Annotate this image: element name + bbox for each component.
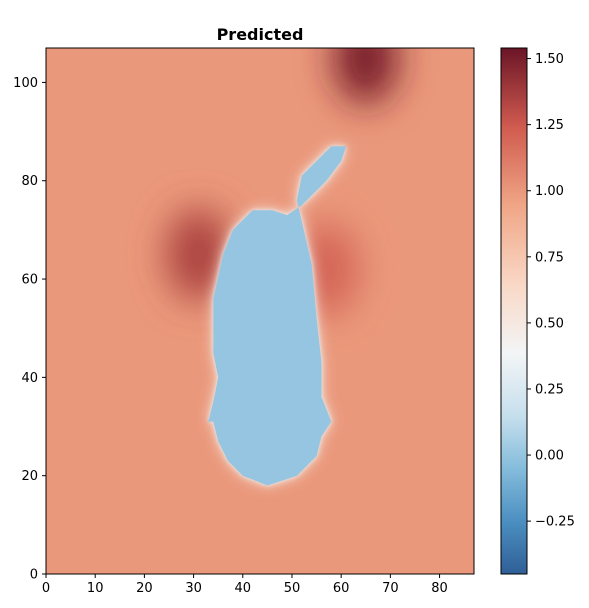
colorbar-tick-label: 1.25 xyxy=(535,118,564,133)
y-tick-label: 20 xyxy=(21,469,38,484)
high-value-regions xyxy=(166,48,398,316)
x-tick-label: 60 xyxy=(333,581,350,596)
colorbar-axis: −0.25 0.00 0.25 0.50 0.75 1.00 1.25 1.50 xyxy=(527,52,575,530)
x-tick-label: 50 xyxy=(284,581,301,596)
x-tick-label: 70 xyxy=(382,581,399,596)
colorbar-tick-label: 1.00 xyxy=(535,184,564,199)
x-tick-label: 10 xyxy=(87,581,104,596)
low-region-body xyxy=(208,146,347,486)
x-tick-label: 30 xyxy=(185,581,202,596)
x-tick-label: 40 xyxy=(235,581,252,596)
plot-frame xyxy=(45,47,475,575)
colorbar-tick-label: 1.50 xyxy=(535,52,564,67)
colorbar-tick-label: 0.50 xyxy=(535,316,564,331)
high-region-1 xyxy=(333,48,398,104)
colorbar-tick-label: 0.00 xyxy=(535,449,564,464)
y-tick-label: 40 xyxy=(21,371,38,386)
y-tick-label: 60 xyxy=(21,273,38,288)
heatmap-field xyxy=(46,48,474,574)
y-tick-label: 80 xyxy=(21,174,38,189)
y-tick-label: 100 xyxy=(13,76,38,91)
colorbar-tick-label: −0.25 xyxy=(535,515,575,530)
x-axis: 0 10 20 30 40 50 60 70 80 xyxy=(42,574,448,596)
x-tick-label: 20 xyxy=(136,581,153,596)
colorbar-tick-label: 0.75 xyxy=(535,250,564,265)
colorbar xyxy=(500,47,528,575)
y-tick-label: 0 xyxy=(30,568,38,583)
x-tick-label: 0 xyxy=(42,581,50,596)
colorbar-tick-label: 0.25 xyxy=(535,382,564,397)
x-tick-label: 80 xyxy=(431,581,448,596)
chart-title: Predicted xyxy=(217,25,304,44)
y-axis: 0 20 40 60 80 100 xyxy=(13,76,46,583)
high-region-0 xyxy=(166,208,231,301)
